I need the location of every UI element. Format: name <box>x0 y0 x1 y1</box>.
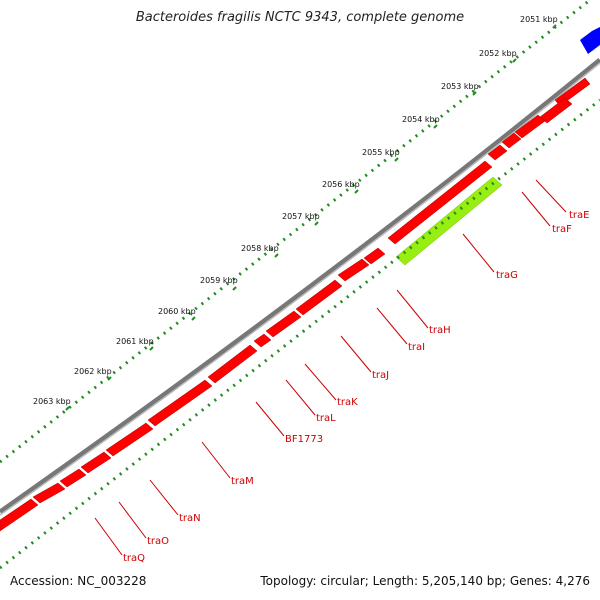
gene-label: traI <box>408 342 425 353</box>
outer-scale <box>0 0 591 464</box>
gene-label: traG <box>496 270 518 281</box>
accession-label: Accession: NC_003228 <box>10 574 147 588</box>
kbp-label: 2052 kbp <box>479 49 517 58</box>
kbp-label: 2063 kbp <box>33 397 71 406</box>
gene-label: traQ <box>123 553 145 564</box>
gene-arrow <box>80 451 112 474</box>
gene-label: traJ <box>372 370 389 381</box>
gene-arrow <box>337 258 370 282</box>
gene-arrow <box>32 482 66 504</box>
leader-lines <box>94 179 567 556</box>
kbp-label: 2057 kbp <box>282 212 320 221</box>
blue-gene <box>580 27 600 54</box>
gene-arrow <box>363 247 386 265</box>
genome-backbone <box>0 58 600 515</box>
gene-arrow <box>147 379 213 427</box>
gene-arrow <box>487 144 508 161</box>
gene-label: traF <box>552 224 572 235</box>
gene-arrow <box>514 114 546 139</box>
gene-arrow <box>105 422 154 457</box>
gene-label: traN <box>179 513 201 524</box>
gene-arrows <box>0 77 591 532</box>
genome-title: Bacteroides fragilis NCTC 9343, complete… <box>135 10 465 25</box>
gene-arrow <box>207 344 258 384</box>
gene-arrow <box>501 132 522 149</box>
kbp-label: 2058 kbp <box>241 244 279 253</box>
kbp-label: 2054 kbp <box>402 115 440 124</box>
gene-label: BF1773 <box>285 434 323 445</box>
gene-arrow <box>265 310 302 338</box>
kbp-ticks <box>65 24 557 411</box>
kbp-label: 2061 kbp <box>116 337 154 346</box>
gene-label: traK <box>337 397 358 408</box>
gene-arrow <box>387 160 493 245</box>
gene-arrow <box>253 333 272 348</box>
gene-arrow <box>59 468 87 488</box>
kbp-label: 2053 kbp <box>441 82 479 91</box>
inner-scale <box>0 98 600 570</box>
kbp-label: 2062 kbp <box>74 367 112 376</box>
gene-arrow <box>295 279 343 316</box>
kbp-label: 2059 kbp <box>200 276 238 285</box>
kbp-label: 2051 kbp <box>520 15 558 24</box>
gene-label: traM <box>231 476 254 487</box>
gene-labels: traE traF traG traH traI traJ traK traL … <box>123 210 589 564</box>
kbp-label: 2055 kbp <box>362 148 400 157</box>
kbp-labels: 2051 kbp 2052 kbp 2053 kbp 2054 kbp 2055… <box>33 15 558 406</box>
gene-label: traL <box>316 413 336 424</box>
kbp-label: 2060 kbp <box>158 307 196 316</box>
gene-label: traH <box>429 325 451 336</box>
genome-summary: Topology: circular; Length: 5,205,140 bp… <box>260 574 590 588</box>
kbp-label: 2056 kbp <box>322 180 360 189</box>
gene-label: traO <box>147 536 169 547</box>
gene-label: traE <box>569 210 589 221</box>
gene-arrow <box>0 498 39 532</box>
